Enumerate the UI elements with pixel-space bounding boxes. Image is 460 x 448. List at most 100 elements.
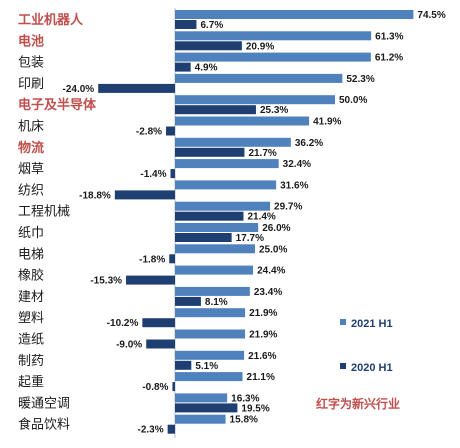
- bar-2021-h1: [175, 244, 255, 254]
- data-label-2021-h1: 52.3%: [346, 74, 374, 85]
- bar-2020-h1: [175, 233, 232, 242]
- bar-2021-h1: [175, 52, 371, 62]
- data-label-2020-h1: -1.4%: [140, 169, 166, 180]
- category-row: 电梯 25.0% -1.8%: [18, 244, 287, 265]
- bar-2021-h1: [175, 393, 228, 403]
- data-label-2020-h1: -0.8%: [142, 382, 168, 393]
- data-label-2021-h1: 21.6%: [248, 351, 276, 362]
- annotation-note: 红字为新兴行业: [316, 396, 400, 411]
- bar-2020-h1: [175, 147, 245, 157]
- category-label: 机床: [18, 120, 44, 135]
- data-label-2020-h1: -10.2%: [107, 318, 139, 329]
- bar-2020-h1: [175, 41, 242, 51]
- data-label-2021-h1: 23.4%: [254, 287, 282, 298]
- data-label-2020-h1: 5.1%: [195, 361, 218, 372]
- data-label-2021-h1: 21.9%: [249, 308, 277, 319]
- bar-2021-h1: [175, 137, 291, 147]
- category-label: 塑料: [18, 311, 44, 326]
- bar-2020-h1: [126, 275, 175, 285]
- category-row: 建材 23.4% 8.1%: [18, 286, 282, 308]
- data-label-2020-h1: 21.4%: [247, 212, 275, 223]
- bar-2020-h1: [175, 105, 256, 115]
- bar-2020-h1: [166, 126, 175, 136]
- category-row: 纸巾 26.0%17.7%: [18, 223, 291, 244]
- bar-2020-h1: [146, 339, 175, 349]
- category-label: 食品饮料: [18, 417, 70, 433]
- category-row: 工业机器人 74.5% 6.7%: [18, 10, 446, 31]
- data-label-2020-h1: -18.8%: [79, 190, 111, 201]
- data-label-2020-h1: 21.7%: [248, 148, 276, 159]
- data-label-2020-h1: -2.3%: [138, 425, 164, 436]
- bar-2020-h1: [98, 83, 175, 93]
- data-label-2021-h1: 50.0%: [339, 95, 367, 106]
- data-label-2021-h1: 21.1%: [247, 372, 275, 383]
- data-label-2021-h1: 31.6%: [280, 180, 308, 191]
- data-label-2020-h1: 25.3%: [260, 105, 288, 116]
- bar-2021-h1: [175, 223, 259, 232]
- data-label-2021-h1: 41.9%: [313, 117, 341, 128]
- data-label-2020-h1: 6.7%: [200, 20, 223, 31]
- data-label-2021-h1: 25.0%: [259, 244, 287, 255]
- data-label-2021-h1: 29.7%: [274, 202, 302, 213]
- category-row: 印刷 52.3% -24.0%: [18, 73, 375, 95]
- category-label: 工程机械: [18, 205, 70, 220]
- data-label-2020-h1: -2.8%: [136, 127, 162, 138]
- data-label-2021-h1: 61.2%: [375, 53, 403, 64]
- category-label: 电子及半导体: [18, 97, 97, 113]
- data-label-2021-h1: 21.9%: [249, 330, 277, 341]
- category-label: 烟草: [18, 162, 44, 177]
- data-label-2021-h1: 24.4%: [257, 266, 285, 277]
- bar-2021-h1: [175, 201, 271, 211]
- bar-2020-h1: [114, 190, 175, 200]
- category-row: 起重 21.1% -0.8%: [18, 372, 275, 393]
- category-row: 塑料 21.9% -10.2%: [18, 308, 278, 329]
- category-label: 起重: [18, 374, 44, 390]
- bar-2021-h1: [175, 10, 414, 19]
- data-label-2020-h1: 8.1%: [205, 297, 228, 308]
- data-label-2021-h1: 36.2%: [295, 138, 323, 149]
- bar-2020-h1: [175, 296, 201, 306]
- legend: 2021 H1 2020 H1: [340, 318, 393, 374]
- category-row: 工程机械 29.7%21.4%: [18, 201, 303, 223]
- data-label-2021-h1: 26.0%: [262, 223, 290, 234]
- category-row: 橡胶 24.4% -15.3%: [18, 265, 286, 287]
- category-label: 工业机器人: [18, 12, 84, 28]
- bar-2020-h1: [142, 318, 175, 328]
- bar-2021-h1: [175, 329, 246, 339]
- data-label-2021-h1: 61.3%: [375, 31, 403, 42]
- category-label: 电池: [18, 33, 44, 49]
- category-row: 电池 61.3% 20.9%: [18, 31, 404, 52]
- category-row: 包装 61.2% 4.9%: [18, 52, 403, 74]
- legend-swatch-2021-h1: [340, 319, 346, 325]
- bar-2021-h1: [175, 159, 279, 169]
- bar-2021-h1: [175, 31, 372, 41]
- category-label: 包装: [18, 56, 44, 71]
- category-label: 印刷: [18, 77, 44, 92]
- bar-2021-h1: [175, 308, 246, 318]
- category-label: 建材: [18, 290, 44, 305]
- bar-2020-h1: [175, 62, 191, 72]
- data-label-2020-h1: 20.9%: [246, 41, 274, 52]
- data-label-2020-h1: -24.0%: [63, 84, 95, 95]
- bar-2020-h1: [170, 169, 175, 179]
- category-row: 暖通空调 16.3%19.5%: [18, 393, 270, 414]
- bar-2021-h1: [175, 286, 250, 296]
- bar-2020-h1: [175, 360, 192, 370]
- bar-2020-h1: [175, 403, 238, 413]
- bar-2021-h1: [175, 414, 226, 424]
- category-label: 橡胶: [18, 268, 44, 284]
- legend-swatch-2020-h1: [340, 363, 346, 369]
- category-label: 制药: [18, 354, 44, 369]
- category-row: 食品饮料 15.8% -2.3%: [18, 414, 258, 436]
- category-row: 机床 41.9% -2.8%: [18, 116, 342, 138]
- category-row: 烟草 32.4% -1.4%: [18, 159, 311, 180]
- bar-2021-h1: [175, 95, 335, 105]
- bar-2020-h1: [169, 254, 175, 264]
- data-label-2020-h1: 4.9%: [195, 63, 218, 74]
- category-label: 纺织: [18, 183, 44, 198]
- bar-2021-h1: [175, 265, 254, 275]
- bar-2021-h1: [175, 180, 277, 190]
- bar-2020-h1: [175, 211, 244, 221]
- category-row: 电子及半导体 50.0% 25.3%: [18, 95, 367, 116]
